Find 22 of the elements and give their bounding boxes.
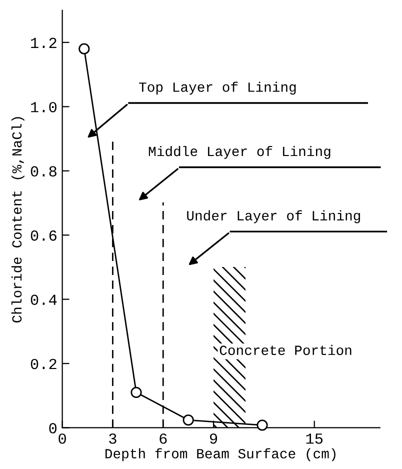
point bbox=[182, 414, 194, 426]
annotation: Under Layer of Lining bbox=[187, 210, 360, 224]
x-axis-title: Depth from Beam Surface (cm) bbox=[106, 448, 336, 462]
y-tick-label: 0 bbox=[49, 423, 57, 434]
x-tick-label: 0 bbox=[58, 433, 66, 444]
y-tick-label: 1.0 bbox=[31, 102, 57, 112]
x-tick-label: 3 bbox=[109, 433, 116, 444]
x-tick-label: 15 bbox=[306, 434, 323, 444]
y-tick-label: 1.2 bbox=[31, 38, 56, 48]
y-tick-label: 0.6 bbox=[30, 230, 56, 241]
annotation: Top Layer of Lining bbox=[139, 82, 296, 95]
point bbox=[130, 386, 142, 398]
x-tick-label: 9 bbox=[210, 433, 218, 444]
y-tick-label: 0.4 bbox=[30, 294, 57, 305]
y-tick-label: 0.8 bbox=[30, 166, 56, 177]
y-tick-label: 0.2 bbox=[30, 358, 56, 370]
point bbox=[78, 43, 90, 54]
annotation: Middle Layer of Lining bbox=[148, 146, 330, 159]
band-label: Concrete Portion bbox=[220, 344, 352, 356]
x-tick-label: 6 bbox=[160, 433, 167, 444]
point bbox=[256, 420, 268, 431]
y-axis-title: Chloride Content (%,NaCl) bbox=[11, 117, 24, 322]
